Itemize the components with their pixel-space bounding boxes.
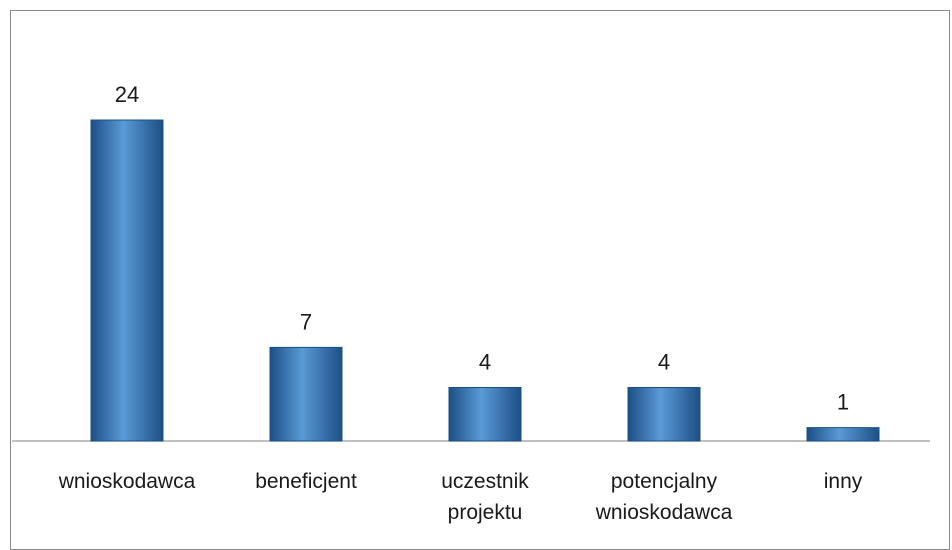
category-label-line: beneficjent	[255, 470, 357, 493]
category-label: inny	[824, 470, 863, 493]
category-label: beneficjent	[255, 470, 357, 493]
data-label: 24	[115, 82, 139, 107]
bar	[448, 387, 522, 442]
data-label: 4	[479, 350, 491, 375]
bar	[90, 119, 164, 442]
category-label: wnioskodawca	[58, 470, 196, 493]
data-label: 7	[300, 309, 312, 334]
value-labels-group: 24 7 4 4 1	[115, 82, 849, 415]
category-label: potencjalny wnioskodawca	[595, 470, 733, 524]
category-label-line: potencjalny	[611, 470, 718, 493]
data-label: 4	[658, 350, 670, 375]
category-label-line: projektu	[448, 501, 523, 524]
category-label-line: uczestnik	[441, 470, 529, 493]
bar-chart: 24 7 4 4 1 wnioskodawca beneficjent uczestnik p…	[12, 82, 930, 524]
data-label: 1	[837, 390, 849, 415]
bar	[806, 427, 880, 442]
bar	[269, 346, 343, 442]
category-label-line: inny	[824, 470, 863, 493]
category-label-line: wnioskodawca	[595, 501, 733, 524]
chart-frame	[10, 10, 950, 550]
bars-group	[90, 119, 880, 442]
category-label-line: wnioskodawca	[58, 470, 196, 493]
bar	[627, 387, 701, 442]
category-label: uczestnik projektu	[441, 470, 529, 524]
category-labels-group: wnioskodawca beneficjent uczestnik projektu…	[58, 470, 863, 524]
